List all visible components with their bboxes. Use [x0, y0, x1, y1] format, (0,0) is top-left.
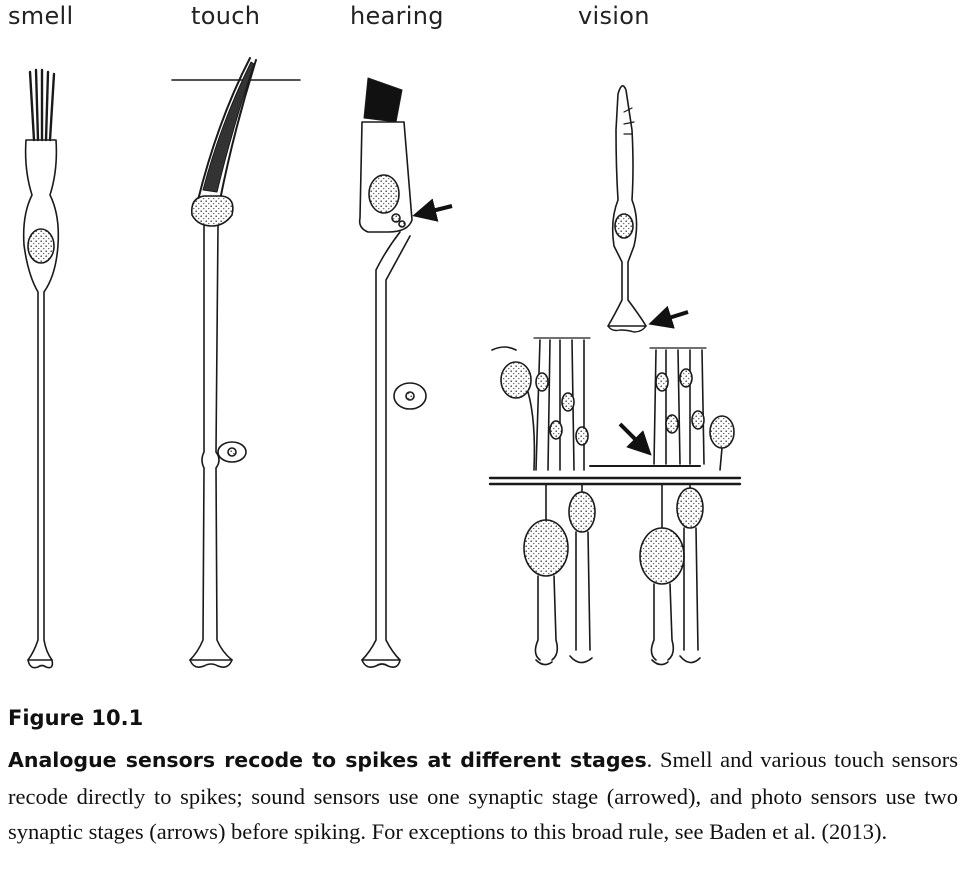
- label-vision: vision: [578, 2, 650, 30]
- label-smell: smell: [8, 2, 74, 30]
- vision-photoreceptor: [607, 85, 647, 333]
- label-touch: touch: [191, 2, 261, 30]
- vision-retina-left: [491, 337, 596, 666]
- arrow-hearing-synapse: [412, 198, 453, 222]
- touch-cell: [171, 57, 301, 668]
- vision-retina-right: [639, 347, 735, 666]
- caption-text: . Smell and various touch sensors recode…: [8, 747, 959, 844]
- figure-number: Figure 10.1: [8, 706, 144, 730]
- smell-cell: [22, 68, 60, 669]
- hearing-cell: [358, 77, 427, 668]
- arrow-photoreceptor-synapse: [648, 305, 689, 329]
- synapse-arrows: [412, 198, 689, 456]
- label-hearing: hearing: [350, 2, 444, 30]
- sensor-cells-diagram: [22, 57, 742, 669]
- arrow-bipolar-synapse: [618, 422, 652, 456]
- figure-caption: Analogue sensors recode to spikes at dif…: [8, 742, 958, 850]
- caption-bold: Analogue sensors recode to spikes at dif…: [8, 748, 647, 772]
